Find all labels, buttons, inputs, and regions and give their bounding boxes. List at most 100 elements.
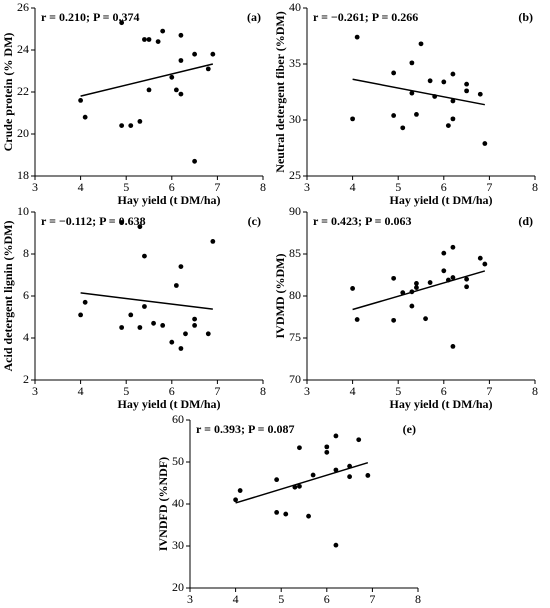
trend-line <box>80 63 214 97</box>
data-point <box>427 78 433 84</box>
data-point <box>482 141 488 146</box>
data-point <box>427 280 433 285</box>
data-point <box>391 113 397 118</box>
y-tick-label: 40 <box>289 0 301 14</box>
data-point <box>441 268 447 274</box>
panel-label: (d) <box>518 214 533 228</box>
data-point <box>173 87 179 93</box>
x-tick-label: 3 <box>32 384 38 398</box>
data-point <box>237 488 243 493</box>
x-tick-label: 5 <box>395 384 401 398</box>
x-tick-label: 5 <box>123 384 129 398</box>
data-point <box>142 304 147 309</box>
data-point <box>409 60 415 66</box>
x-tick-label: 6 <box>169 180 175 194</box>
y-tick-label: 10 <box>17 204 29 218</box>
data-point <box>450 275 456 280</box>
data-point <box>78 312 83 318</box>
data-point <box>445 277 451 283</box>
data-point <box>464 276 469 282</box>
data-point <box>205 66 211 72</box>
data-point <box>354 317 360 322</box>
data-point <box>400 290 406 296</box>
y-tick-label: 22 <box>17 84 29 98</box>
data-point <box>365 473 371 478</box>
x-tick-label: 6 <box>169 384 175 398</box>
x-tick-label: 7 <box>486 180 492 194</box>
x-tick-label: 8 <box>260 180 266 194</box>
data-point <box>274 510 280 515</box>
data-point <box>128 123 134 128</box>
y-tick-label: 50 <box>172 454 184 468</box>
data-point <box>324 444 330 450</box>
data-point <box>414 285 419 290</box>
y-axis-title: IVNDFD (%NDF) <box>156 457 170 551</box>
data-point <box>400 125 406 131</box>
x-tick-label: 4 <box>233 592 239 606</box>
data-point <box>178 91 184 97</box>
data-point <box>391 317 397 323</box>
data-point <box>333 433 339 439</box>
data-point <box>409 303 415 309</box>
y-tick-label: 2 <box>23 372 29 386</box>
x-axis-title: Hay yield (t DM/ha) <box>390 193 493 207</box>
data-point <box>178 264 184 269</box>
panel-label: (e) <box>403 422 416 436</box>
data-point <box>414 281 419 286</box>
data-point <box>464 88 469 94</box>
data-point <box>333 542 339 548</box>
y-tick-label: 30 <box>172 538 184 552</box>
y-tick-label: 20 <box>172 580 184 594</box>
data-point <box>347 463 352 469</box>
data-point <box>119 220 125 225</box>
data-point <box>450 98 456 104</box>
y-tick-label: 18 <box>17 168 29 182</box>
x-tick-label: 7 <box>486 384 492 398</box>
data-point <box>78 98 83 103</box>
x-tick-label: 4 <box>78 384 84 398</box>
data-point <box>128 312 134 318</box>
data-point <box>233 497 239 503</box>
data-point <box>391 70 397 76</box>
x-tick-label: 3 <box>187 592 193 606</box>
y-tick-label: 30 <box>289 112 301 126</box>
data-point <box>418 41 424 47</box>
data-point <box>423 316 428 322</box>
data-point <box>210 239 216 244</box>
data-point <box>391 275 397 281</box>
y-tick-label: 24 <box>17 42 29 56</box>
y-axis-title: Acid detergent lignin (%DM) <box>1 221 15 372</box>
data-point <box>350 116 355 122</box>
data-point <box>119 325 125 330</box>
data-point <box>119 123 125 128</box>
y-axis-title: Neutral detergent fiber (%DM) <box>273 11 287 172</box>
data-point <box>82 299 88 305</box>
data-point <box>178 58 184 63</box>
x-axis-title: Hay yield (t DM/ha) <box>118 397 221 411</box>
x-tick-label: 8 <box>532 384 538 398</box>
data-point <box>151 320 156 326</box>
data-point <box>169 339 175 345</box>
y-tick-label: 8 <box>23 246 29 260</box>
data-point <box>274 477 280 483</box>
y-tick-label: 35 <box>289 56 301 70</box>
data-point <box>142 37 147 42</box>
x-axis-title: Hay yield (t DM/ha) <box>273 605 376 608</box>
data-point <box>464 81 469 87</box>
data-point <box>324 449 330 455</box>
panel: 70 75 80 85 90 3 4 5 6 7 8 Hay yield (t DM/ha) IVDMD… <box>273 204 538 411</box>
panel: 25 30 35 40 3 4 5 6 7 8 Hay yield (t DM/ha) Neutral… <box>273 0 538 207</box>
data-point <box>297 483 302 489</box>
data-point <box>169 74 175 80</box>
annotation: r = 0.393; P = 0.087 <box>196 422 294 436</box>
panel-label: (c) <box>248 214 261 228</box>
data-point <box>178 32 184 38</box>
data-point <box>482 261 488 267</box>
data-point <box>310 472 316 478</box>
data-point <box>173 283 179 288</box>
data-point <box>306 513 311 519</box>
data-point <box>137 224 143 230</box>
data-point <box>441 250 447 256</box>
data-point <box>137 325 143 330</box>
